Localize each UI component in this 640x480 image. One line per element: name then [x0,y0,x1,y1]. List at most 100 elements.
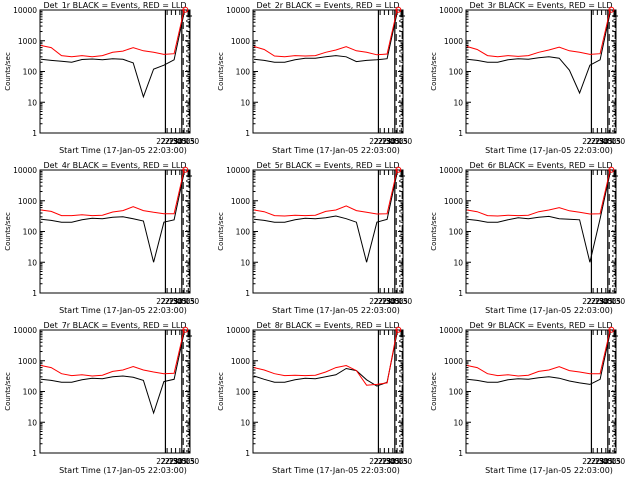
x-tick-label: 23:15 [173,457,195,466]
y-tick-label: 100 [236,388,251,397]
events-series-line [253,331,398,387]
y-tick-label: 1000 [231,37,250,46]
plot-frame [39,329,191,454]
x-tick-label: 22:15 [156,457,178,466]
x-tick-label: 23:00 [169,137,191,146]
x-tick-label: 23:00 [595,297,617,306]
detector-panel: Det_9r BLACK = Events, RED = LLD Counts/s… [430,321,625,475]
plot-frame [252,9,404,134]
y-tick-label: 10000 [226,326,250,335]
saturation-mark [400,331,406,337]
saturation-mark [187,331,193,337]
y-tick-label: 100 [449,388,464,397]
lld-peak-marker [608,166,615,173]
x-axis-label: Start Time (17-Jan-05 22:03:00) [485,146,613,155]
x-axis-label: Start Time (17-Jan-05 22:03:00) [485,466,613,475]
x-tick-label: 23:30 [177,297,199,306]
y-tick-label: 1 [32,129,37,138]
y-tick-label: 10 [27,98,37,107]
y-tick-label: 10000 [13,166,37,175]
x-tick-label: 23:15 [599,297,621,306]
saturation-mark [613,11,619,17]
detector-panel: Det_8r BLACK = Events, RED = LLD Counts/s… [217,321,412,475]
x-tick-label: 23:00 [169,297,191,306]
x-axis-label: Start Time (17-Jan-05 22:03:00) [272,146,400,155]
events-series-line [40,171,185,263]
x-tick-label: 23:00 [169,457,191,466]
y-axis-label: Counts/sec [217,52,225,91]
saturation-mark [613,331,619,337]
y-axis-label: Counts/sec [217,212,225,251]
x-tick-label: 23:15 [599,137,621,146]
lld-series-line [466,168,611,217]
events-series-line [466,11,611,95]
detector-panel: Det_5r BLACK = Events, RED = LLD Counts/s… [217,161,412,315]
x-tick-label: 23:30 [390,297,412,306]
x-axis-label: Start Time (17-Jan-05 22:03:00) [272,466,400,475]
y-tick-label: 10000 [226,166,250,175]
y-tick-label: 10 [240,258,250,267]
y-tick-label: 100 [449,68,464,77]
lld-series-line [253,8,398,58]
y-tick-label: 1000 [18,357,37,366]
y-tick-label: 1 [458,289,463,298]
y-tick-label: 100 [23,228,38,237]
x-tick-label: 23:00 [382,297,404,306]
detector-panel: Det_7r BLACK = Events, RED = LLD Counts/s… [4,321,199,475]
plot-frame [252,329,404,454]
lld-series-line [40,8,185,58]
x-tick-label: 22:15 [369,297,391,306]
x-tick-label: 22:45 [165,137,187,146]
panel-title: Det_6r BLACK = Events, RED = LLD [469,161,612,170]
x-tick-label: 23:15 [386,457,408,466]
x-tick-label: 23:30 [177,137,199,146]
y-tick-label: 100 [23,388,38,397]
y-tick-label: 1000 [18,37,37,46]
y-tick-label: 10 [240,418,250,427]
saturation-mark [613,171,619,177]
lld-series-line [40,328,185,377]
y-tick-label: 1 [245,449,250,458]
lld-peak-marker [182,6,189,13]
x-tick-label: 22:45 [378,297,400,306]
y-tick-label: 1 [245,289,250,298]
x-tick-label: 23:30 [603,137,625,146]
panel-title: Det_7r BLACK = Events, RED = LLD [43,321,186,330]
x-tick-label: 22:45 [165,457,187,466]
x-tick-label: 22:30 [374,457,396,466]
y-tick-label: 100 [449,228,464,237]
lld-series-line [466,328,611,377]
x-axis-label: Start Time (17-Jan-05 22:03:00) [485,306,613,315]
x-tick-label: 22:45 [591,457,613,466]
y-tick-label: 10000 [226,6,250,15]
x-tick-label: 22:45 [591,297,613,306]
saturation-mark [187,171,193,177]
y-tick-label: 10000 [439,166,463,175]
x-tick-label: 22:30 [587,297,609,306]
panel-title: Det_4r BLACK = Events, RED = LLD [43,161,186,170]
x-tick-label: 22:45 [165,297,187,306]
x-tick-label: 22:30 [161,297,183,306]
x-tick-label: 23:15 [173,297,195,306]
x-tick-label: 23:15 [386,137,408,146]
y-tick-label: 10 [453,418,463,427]
x-tick-label: 23:00 [595,137,617,146]
x-tick-label: 23:30 [390,137,412,146]
detector-panel: Det_2r BLACK = Events, RED = LLD Counts/s… [217,1,412,155]
plot-frame [465,169,617,294]
events-series-line [40,11,185,99]
y-tick-label: 10 [453,258,463,267]
panel-title: Det_1r BLACK = Events, RED = LLD [43,1,186,10]
y-tick-label: 100 [236,68,251,77]
plot-frame [39,169,191,294]
plot-frame [252,169,404,294]
x-tick-label: 22:15 [369,137,391,146]
events-series-line [466,171,611,263]
y-tick-label: 10000 [439,6,463,15]
y-tick-label: 100 [236,228,251,237]
x-axis-label: Start Time (17-Jan-05 22:03:00) [59,306,187,315]
y-tick-label: 10 [240,98,250,107]
y-tick-label: 1000 [444,37,463,46]
x-tick-label: 23:00 [595,457,617,466]
